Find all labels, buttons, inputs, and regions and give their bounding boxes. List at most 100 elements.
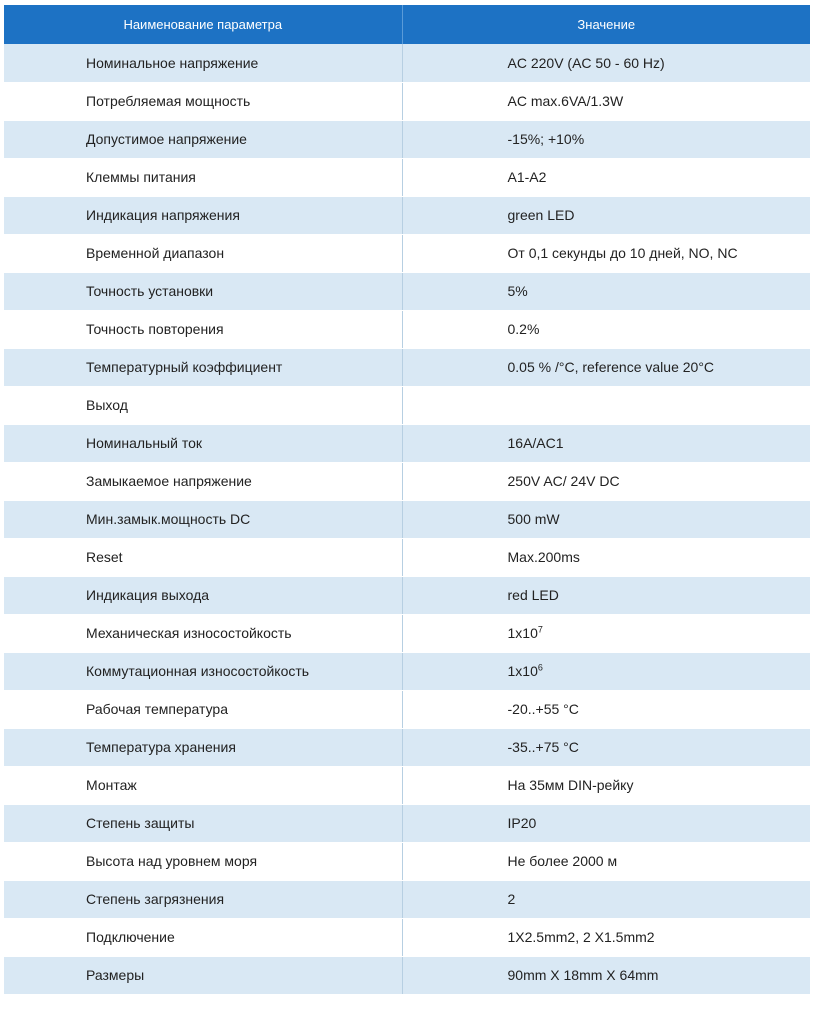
table-row: Степень защиты IP20 [4,804,810,843]
param-value-text: 1x10 [507,663,538,679]
table-row: Индикация выхода red LED [4,576,810,615]
param-value-text: Max.200ms [507,549,580,565]
param-name-cell: Температурный коэффициент [4,348,403,387]
table-row: Степень загрязнения 2 [4,880,810,919]
table-row: Индикация напряжения green LED [4,196,810,235]
param-value-text: AC 220V (AC 50 - 60 Hz) [507,54,665,71]
param-value-cell: AC 220V (AC 50 - 60 Hz) [402,44,810,83]
param-value-text: 2 [507,891,516,907]
param-name-cell: Номинальное напряжение [4,44,403,83]
param-value-text: 0.05 % /°C, reference value 20°C [507,359,715,375]
param-name-cell: Reset [4,538,403,577]
param-name-cell: Монтаж [4,766,403,805]
table-header: Наименование параметра Значение [4,5,810,44]
param-value-cell: 250V AC/ 24V DC [402,462,810,501]
param-value-text: 250V AC/ 24V DC [507,473,620,489]
param-value-text: 0.2% [507,321,540,337]
param-name-cell: Индикация выхода [4,576,403,615]
table-row: Рабочая температура -20..+55 °C [4,690,810,729]
param-name-cell: Высота над уровнем моря [4,842,403,881]
param-value-cell: 1X2.5mm2, 2 X1.5mm2 [402,918,810,957]
param-name-cell: Точность повторения [4,310,403,349]
table-row: Reset Max.200ms [4,538,810,577]
param-value-text: 5% [507,283,528,299]
param-value-cell: 5% [402,272,810,311]
param-value-text: 90mm X 18mm X 64mm [507,967,659,983]
table-row: Мин.замык.мощность DC 500 mW [4,500,810,539]
param-value-cell [402,386,810,425]
param-name-cell: Температура хранения [4,728,403,767]
param-value-text: На 35мм DIN-рейку [507,777,634,793]
table-row: Выход [4,386,810,425]
table-row: Размеры 90mm X 18mm X 64mm [4,956,810,995]
param-value-cell: AC max.6VA/1.3W [402,82,810,121]
table-row: Клеммы питания A1-A2 [4,158,810,197]
param-value-cell: -35..+75 °C [402,728,810,767]
param-value-cell: green LED [402,196,810,235]
param-value-cell: 1x107 [402,614,810,653]
param-value-text: 1x10 [507,625,538,641]
param-value-cell: 90mm X 18mm X 64mm [402,956,810,995]
param-name-cell: Выход [4,386,403,425]
param-value-cell: Не более 2000 м [402,842,810,881]
table-row: Замыкаемое напряжение 250V AC/ 24V DC [4,462,810,501]
param-value-text: AC max.6VA/1.3W [507,93,624,109]
table-row: Точность повторения 0.2% [4,310,810,349]
table-row: Точность установки 5% [4,272,810,311]
param-name-cell: Размеры [4,956,403,995]
param-name-cell: Потребляемая мощность [4,82,403,121]
param-name-cell: Мин.замык.мощность DC [4,500,403,539]
param-name-cell: Коммутационная износостойкость [4,652,403,691]
table-row: Температурный коэффициент 0.05 % /°C, ref… [4,348,810,387]
param-value-exponent: 7 [537,624,543,635]
param-value-cell: Max.200ms [402,538,810,577]
param-name-cell: Рабочая температура [4,690,403,729]
param-value-text: 16A/AC1 [507,435,564,451]
table-row: Допустимое напряжение -15%; +10% [4,120,810,159]
param-name-cell: Степень загрязнения [4,880,403,919]
param-value-text: 500 mW [507,511,560,527]
param-value-cell: 0.05 % /°C, reference value 20°C [402,348,810,387]
table-row: Температура хранения -35..+75 °C [4,728,810,767]
table-body: Номинальное напряжение AC 220V (AC 50 - 6… [4,44,810,995]
param-value-text: IP20 [507,815,537,831]
header-value: Значение [402,5,810,44]
param-value-text: От 0,1 секунды до 10 дней, NO, NC [507,245,738,261]
table-row: Номинальное напряжение AC 220V (AC 50 - 6… [4,44,810,83]
table-row: Коммутационная износостойкость 1x106 [4,652,810,691]
param-value-cell: IP20 [402,804,810,843]
table-row: Монтаж На 35мм DIN-рейку [4,766,810,805]
param-value-text: 1X2.5mm2, 2 X1.5mm2 [507,929,655,945]
param-name-cell: Клеммы питания [4,158,403,197]
param-value-text: -35..+75 °C [507,739,579,755]
param-name-cell: Номинальный ток [4,424,403,463]
param-name-cell: Индикация напряжения [4,196,403,235]
table-row: Механическая износостойкость 1x107 [4,614,810,653]
param-value-cell: 2 [402,880,810,919]
param-value-cell: 1x106 [402,652,810,691]
param-value-cell: 0.2% [402,310,810,349]
param-name-cell: Степень защиты [4,804,403,843]
param-name-cell: Точность установки [4,272,403,311]
param-value-text: A1-A2 [507,169,547,185]
param-name-cell: Подключение [4,918,403,957]
param-name-cell: Механическая износостойкость [4,614,403,653]
param-name-cell: Временной диапазон [4,234,403,273]
param-value-cell: A1-A2 [402,158,810,197]
param-value-cell: red LED [402,576,810,615]
param-value-cell: От 0,1 секунды до 10 дней, NO, NC [402,234,810,273]
table-row: Потребляемая мощность AC max.6VA/1.3W [4,82,810,121]
header-row: Наименование параметра Значение [4,5,810,44]
specifications-table: Наименование параметра Значение Номиналь… [4,5,810,995]
param-value-cell: 500 mW [402,500,810,539]
param-name-cell: Замыкаемое напряжение [4,462,403,501]
param-value-text: -15%; +10% [507,131,585,147]
header-param-name: Наименование параметра [4,5,403,44]
param-value-cell: -15%; +10% [402,120,810,159]
table-row: Высота над уровнем моря Не более 2000 м [4,842,810,881]
table-row: Временной диапазон От 0,1 секунды до 10 д… [4,234,810,273]
param-value-text: -20..+55 °C [507,701,579,717]
param-name-cell: Допустимое напряжение [4,120,403,159]
param-value-text: green LED [507,207,575,223]
param-value-cell: -20..+55 °C [402,690,810,729]
